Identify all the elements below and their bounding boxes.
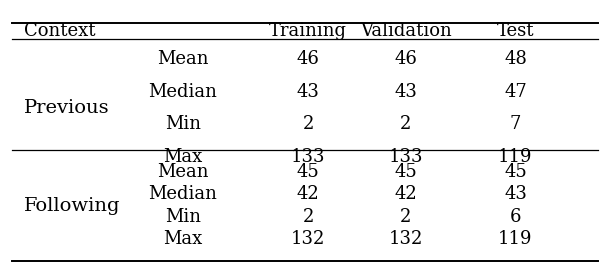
Text: 2: 2 xyxy=(303,208,314,226)
Text: 2: 2 xyxy=(400,115,411,133)
Text: 45: 45 xyxy=(504,163,527,181)
Text: 132: 132 xyxy=(291,230,325,248)
Text: Min: Min xyxy=(165,208,201,226)
Text: 2: 2 xyxy=(303,115,314,133)
Text: Context: Context xyxy=(24,22,96,40)
Text: 7: 7 xyxy=(510,115,521,133)
Text: 45: 45 xyxy=(296,163,320,181)
Text: Test: Test xyxy=(497,22,534,40)
Text: 43: 43 xyxy=(394,83,417,101)
Text: 43: 43 xyxy=(504,185,527,203)
Text: Following: Following xyxy=(24,197,121,215)
Text: 132: 132 xyxy=(389,230,423,248)
Text: 46: 46 xyxy=(394,49,417,68)
Text: Previous: Previous xyxy=(24,99,110,117)
Text: 133: 133 xyxy=(389,148,423,166)
Text: 42: 42 xyxy=(394,185,417,203)
Text: 47: 47 xyxy=(504,83,527,101)
Text: Median: Median xyxy=(149,83,217,101)
Text: Median: Median xyxy=(149,185,217,203)
Text: 119: 119 xyxy=(498,230,533,248)
Text: Validation: Validation xyxy=(360,22,451,40)
Text: 6: 6 xyxy=(510,208,521,226)
Text: 42: 42 xyxy=(296,185,320,203)
Text: Mean: Mean xyxy=(157,163,209,181)
Text: Min: Min xyxy=(165,115,201,133)
Text: Training: Training xyxy=(269,22,347,40)
Text: Mean: Mean xyxy=(157,49,209,68)
Text: 133: 133 xyxy=(291,148,325,166)
Text: 48: 48 xyxy=(504,49,527,68)
Text: Max: Max xyxy=(163,148,203,166)
Text: 2: 2 xyxy=(400,208,411,226)
Text: 119: 119 xyxy=(498,148,533,166)
Text: 45: 45 xyxy=(394,163,417,181)
Text: Max: Max xyxy=(163,230,203,248)
Text: 43: 43 xyxy=(296,83,320,101)
Text: 46: 46 xyxy=(296,49,320,68)
